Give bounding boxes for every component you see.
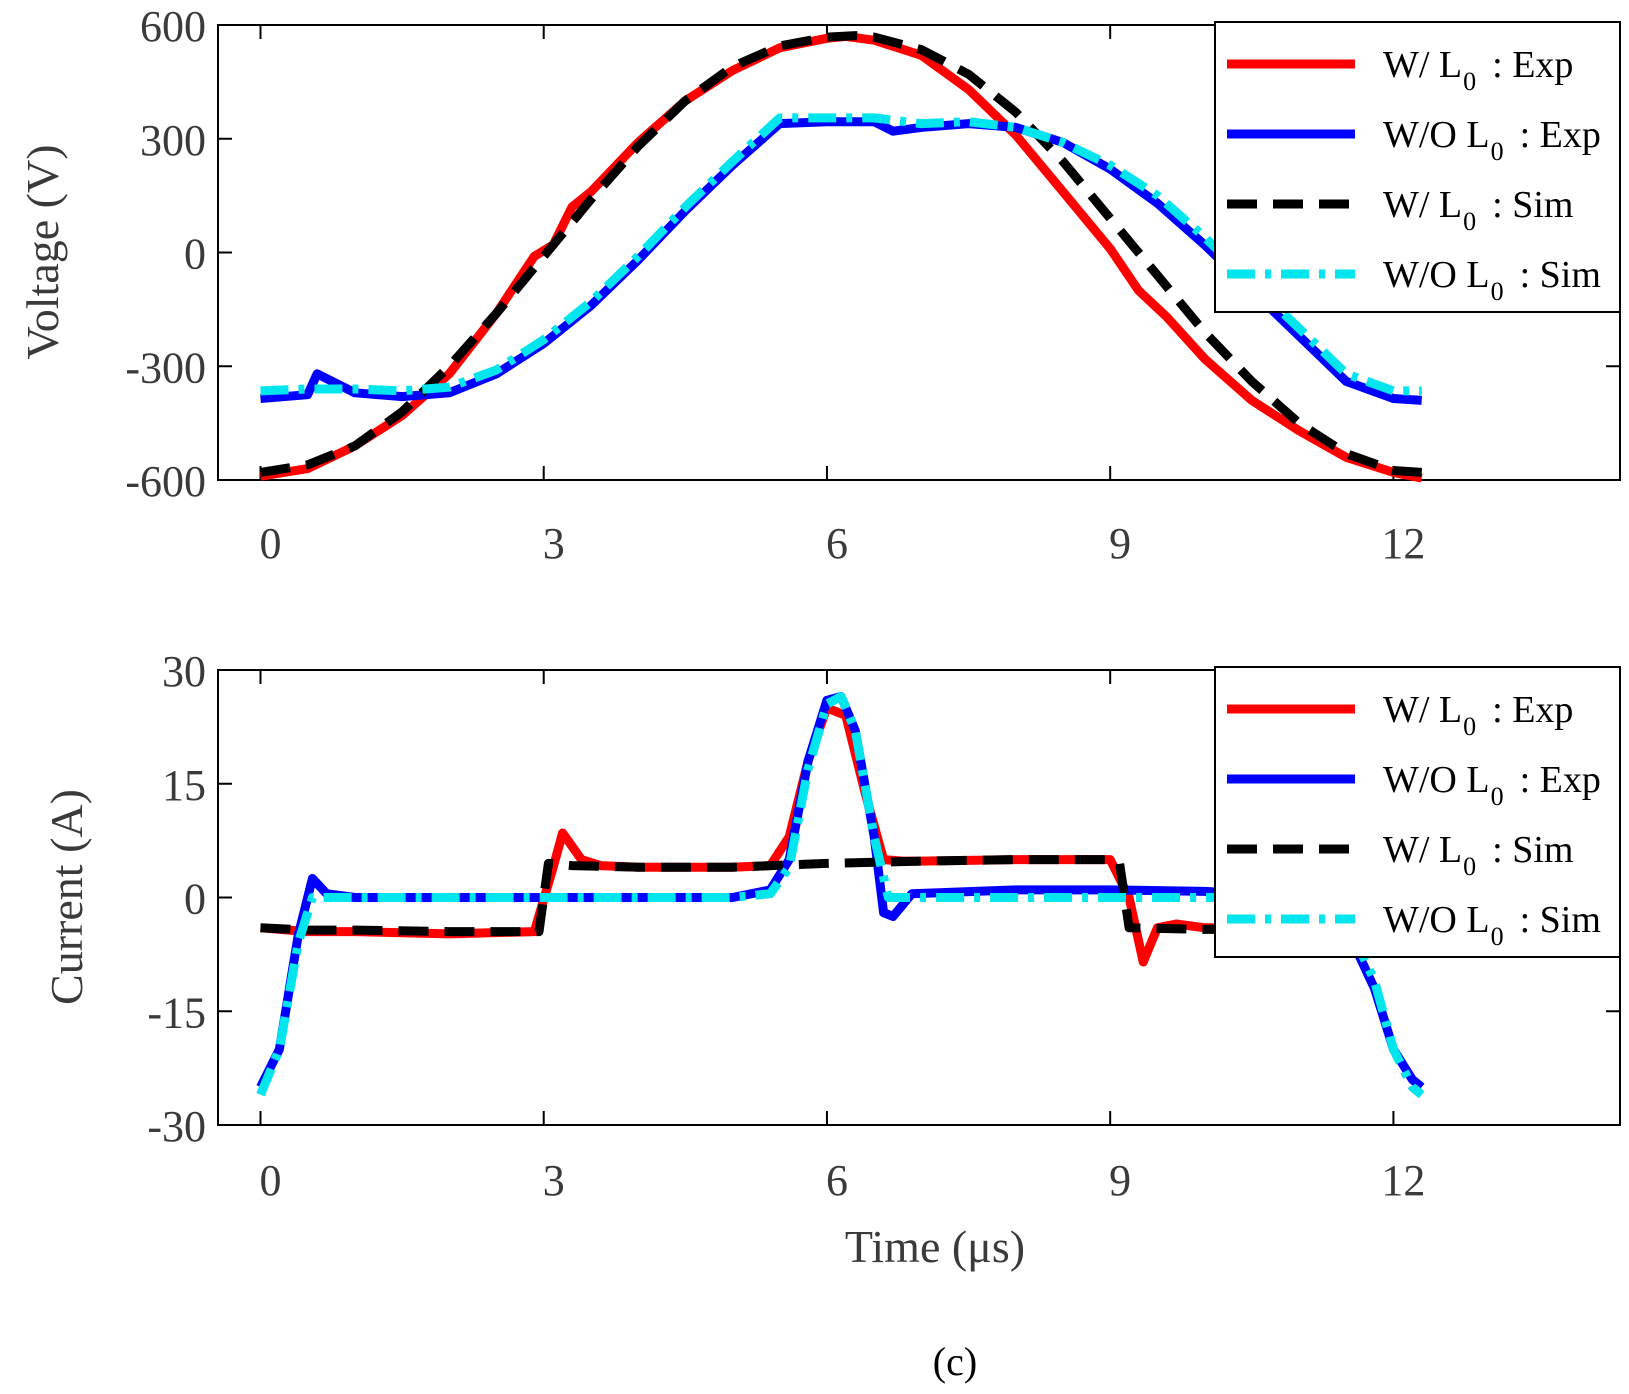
legend-label-subscript: 0: [1463, 207, 1476, 236]
legend-label-subscript: 0: [1463, 852, 1476, 881]
y-tick-label: -15: [147, 988, 206, 1037]
legend-box: [1214, 21, 1621, 313]
y-axis-label: Voltage (V): [17, 144, 68, 359]
x-tick-label: 0: [259, 519, 281, 568]
chart-panel-2: 30 15 0 -15 -30 0 3 6 9 12 Current (A) Time (μs) W/ …: [41, 647, 1621, 1272]
x-tick-label: 0: [259, 1156, 281, 1205]
x-axis-label: Time (μs): [845, 1221, 1025, 1272]
y-tick-label: 30: [162, 647, 206, 696]
legend-label: W/ L: [1383, 184, 1462, 226]
legend-label: W/ L: [1383, 829, 1462, 871]
x-tick-label: 12: [1381, 519, 1425, 568]
legend-label-subscript: 0: [1491, 922, 1504, 951]
legend-label-suffix: : Sim: [1492, 829, 1573, 871]
x-tick-label: 6: [826, 1156, 848, 1205]
y-tick-label: 15: [162, 761, 206, 810]
legend-label: W/ L: [1383, 44, 1462, 86]
y-tick-label: 0: [184, 230, 206, 279]
legend-label: W/ L: [1383, 689, 1462, 731]
figure-caption: (c): [933, 1339, 977, 1384]
y-tick-label: 600: [140, 2, 206, 51]
legend-label-subscript: 0: [1491, 137, 1504, 166]
legend-label-subscript: 0: [1463, 67, 1476, 96]
series-line-3: [259, 31, 1423, 477]
legend-label-suffix: : Exp: [1520, 114, 1601, 156]
y-tick-label: -300: [125, 343, 206, 392]
series-line-3: [260, 855, 1252, 937]
x-tick-label: 3: [543, 1156, 565, 1205]
y-tick-label: 300: [140, 116, 206, 165]
y-axis-label: Current (A): [41, 789, 92, 1005]
series-line-4: [260, 113, 1422, 396]
legend-label-suffix: : Exp: [1492, 689, 1573, 731]
legend-label-suffix: : Exp: [1492, 44, 1573, 86]
legend-label: W/O L: [1383, 759, 1490, 801]
x-tick-label: 3: [543, 519, 565, 568]
legend-label-suffix: : Sim: [1492, 184, 1573, 226]
legend-label-subscript: 0: [1491, 277, 1504, 306]
legend-label-suffix: : Sim: [1520, 899, 1601, 941]
y-tick-label: -600: [125, 457, 206, 506]
legend-label-subscript: 0: [1491, 782, 1504, 811]
legend-box: [1214, 666, 1621, 958]
legend-label-suffix: : Sim: [1520, 254, 1601, 296]
legend-label: W/O L: [1383, 114, 1490, 156]
legend-label-subscript: 0: [1463, 712, 1476, 741]
x-tick-label: 9: [1109, 519, 1131, 568]
legend-label-suffix: : Exp: [1520, 759, 1601, 801]
y-tick-label: -30: [147, 1102, 206, 1151]
y-tick-label: 0: [184, 875, 206, 924]
x-tick-label: 9: [1109, 1156, 1131, 1205]
x-tick-label: 6: [826, 519, 848, 568]
x-tick-label: 12: [1381, 1156, 1425, 1205]
legend-label: W/O L: [1383, 899, 1490, 941]
legend-label: W/O L: [1383, 254, 1490, 296]
